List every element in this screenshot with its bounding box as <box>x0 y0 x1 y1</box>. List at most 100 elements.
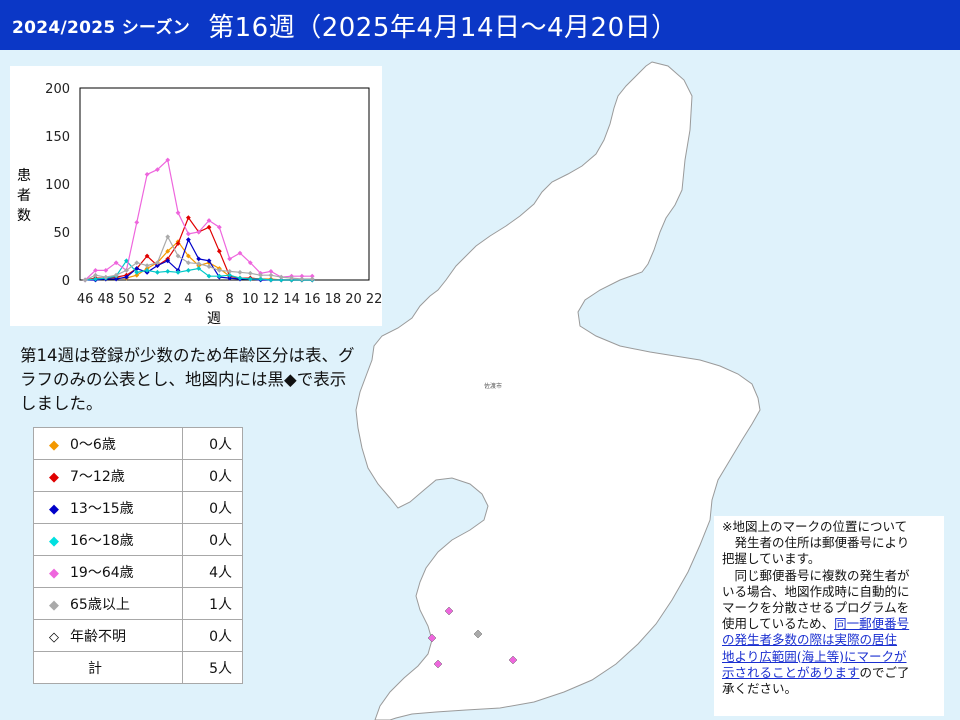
data-point <box>247 260 253 266</box>
y-axis-title-char: 数 <box>17 208 31 224</box>
legend-label-cell: ◆ 19～64歳 <box>33 555 183 588</box>
data-point <box>155 263 160 268</box>
data-point <box>247 276 253 282</box>
season-label: 2024/2025 シーズン <box>12 17 191 38</box>
info-line: の発生者多数の際は実際の居住 <box>722 632 940 648</box>
legend-row: ◆ 65歳以上 1人 <box>33 587 243 620</box>
y-tick-label: 100 <box>45 178 70 193</box>
sado-island-shape <box>355 61 761 720</box>
data-point <box>289 275 294 281</box>
case-markers <box>427 606 518 669</box>
data-point <box>103 268 109 273</box>
data-point <box>206 258 212 264</box>
case-marker <box>427 633 437 643</box>
data-point <box>237 275 243 281</box>
legend-count: 0人 <box>182 619 243 652</box>
info-line: ※地図上のマークの位置について <box>722 519 908 534</box>
data-point <box>268 272 274 278</box>
legend-age-label: 7～12歳 <box>70 468 125 485</box>
info-link-part1[interactable]: 同一郵便番号 <box>834 616 910 632</box>
data-point <box>278 274 284 280</box>
data-point <box>134 260 140 266</box>
info-line: 同じ郵便番号に複数の発生者が <box>722 567 910 583</box>
data-point <box>155 167 160 172</box>
legend-count: 0人 <box>182 459 243 492</box>
legend-total-row: 計 5人 <box>33 651 243 684</box>
registration-note: 第14週は登録が少数のため年齢区分は表、グラフのみの公表とし、地図内には黒◆で表… <box>20 346 355 413</box>
legend-marker-icon: ◇ <box>49 629 59 645</box>
data-point <box>134 220 140 225</box>
legend-age-label: 65歳以上 <box>70 596 130 613</box>
data-point <box>144 268 150 273</box>
legend-marker-icon: ◆ <box>49 597 59 613</box>
x-tick-label: 10 <box>242 292 259 307</box>
data-point <box>165 234 171 240</box>
legend-age-label: 19～64歳 <box>70 564 134 581</box>
y-axis-title: 患者数 <box>17 168 31 224</box>
legend-marker-icon: ◆ <box>49 501 59 517</box>
info-link-part2[interactable]: の発生者多数の際は実際の居住 <box>722 632 898 648</box>
data-point <box>185 215 191 220</box>
x-axis-title: 週 <box>207 311 221 326</box>
legend-marker-icon: ◆ <box>49 533 59 549</box>
x-tick-label: 12 <box>263 292 280 307</box>
data-point <box>175 269 181 275</box>
data-point <box>237 250 243 256</box>
data-point <box>144 172 150 177</box>
data-point <box>268 268 274 274</box>
legend-row: ◆ 16～18歳 0人 <box>33 523 243 556</box>
info-line: 使用しているため、同一郵便番号 <box>722 616 940 632</box>
x-tick-label: 52 <box>139 292 156 307</box>
data-point <box>93 272 98 278</box>
info-line: 発生者の住所は郵便番号により <box>722 535 910 551</box>
y-axis-title-char: 者 <box>17 188 31 204</box>
legend-marker-icon: ◆ <box>49 437 59 453</box>
data-point <box>134 266 140 271</box>
legend-count: 0人 <box>182 427 243 460</box>
case-marker <box>444 606 454 616</box>
legend-label-cell: ◆ 0～6歳 <box>33 427 183 460</box>
data-point <box>185 260 191 266</box>
data-point <box>175 241 181 246</box>
info-link-part3[interactable]: 地より広範囲(海上等)にマークが <box>722 648 907 664</box>
x-tick-label: 50 <box>118 292 135 307</box>
chart-plot-area <box>79 87 370 281</box>
data-point <box>227 272 233 278</box>
data-point <box>216 273 222 279</box>
legend-total-label-cell: 計 <box>33 651 183 684</box>
case-marker <box>508 655 518 665</box>
data-point <box>113 276 119 282</box>
data-point <box>216 248 222 254</box>
legend-marker-icon: ◆ <box>49 565 59 581</box>
data-point <box>124 274 129 280</box>
week-title: 第16週（2025年4月14日～4月20日） <box>208 12 678 43</box>
data-point <box>206 273 212 279</box>
title-bar: 2024/2025 シーズン 第16週（2025年4月14日～4月20日） <box>0 0 960 50</box>
data-point <box>196 229 202 235</box>
case-marker <box>473 629 483 639</box>
sado-island-map: 佐渡市 <box>355 61 761 720</box>
info-line: 把握しています。 <box>722 551 821 567</box>
info-line: マークを分散させるプログラムを <box>722 600 910 616</box>
info-link-part4[interactable]: 示されることがあります <box>722 664 860 680</box>
info-text: のでご了 <box>859 664 910 680</box>
x-tick-label: 18 <box>325 292 342 307</box>
data-point <box>134 269 140 275</box>
legend-age-label: 13～15歳 <box>70 500 134 517</box>
data-point <box>113 260 119 266</box>
legend-label-cell: ◆ 65歳以上 <box>33 587 183 620</box>
data-point <box>237 269 243 275</box>
legend-count: 0人 <box>182 523 243 556</box>
data-point <box>113 272 119 278</box>
legend-total-count: 5人 <box>182 651 243 684</box>
data-point <box>185 268 191 273</box>
legend-age-label: 年齢不明 <box>70 628 126 645</box>
data-point <box>124 268 129 273</box>
x-tick-label: 46 <box>77 292 94 307</box>
legend-row: ◆ 13～15歳 0人 <box>33 491 243 524</box>
data-point <box>165 258 171 264</box>
x-tick-label: 16 <box>304 292 321 307</box>
data-point <box>227 256 233 262</box>
data-point <box>155 260 160 266</box>
data-point <box>185 231 191 237</box>
